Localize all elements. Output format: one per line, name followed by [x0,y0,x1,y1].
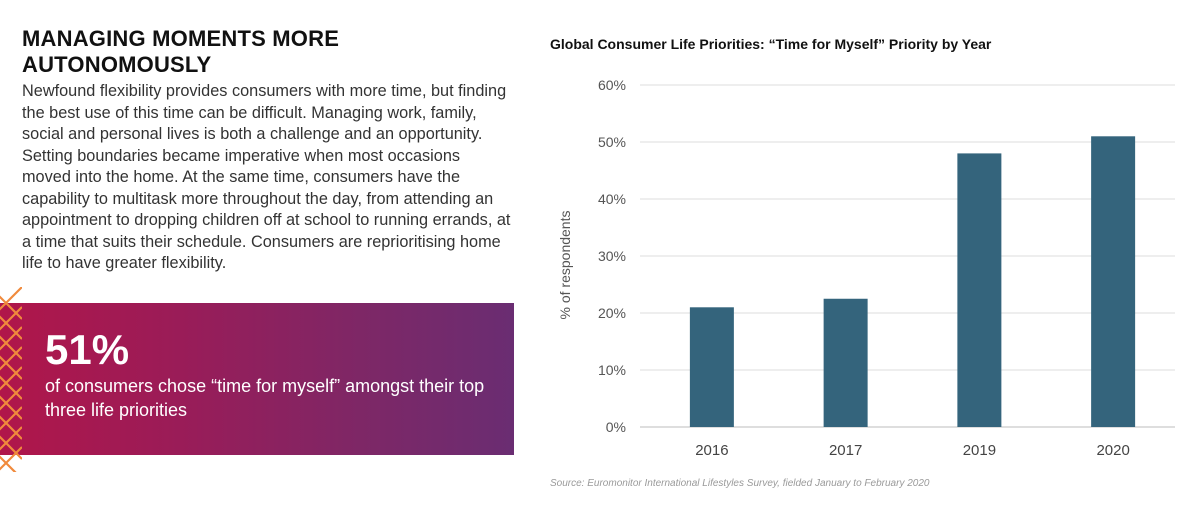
article-heading: MANAGING MOMENTS MORE AUTONOMOUSLY [22,26,340,77]
x-tick-label: 2019 [963,442,996,459]
y-tick-label: 50% [598,134,626,150]
x-axis-ticks: 2016 2017 2019 2020 [695,442,1130,459]
x-tick-label: 2017 [829,442,862,459]
bar-2017 [823,298,868,427]
x-tick-label: 2016 [695,442,728,459]
bar-2019 [957,153,1002,427]
bar-chart: 0% 10% 20% 30% 40% 50% 60% 2016 2017 2019 2020 % … [557,77,1175,459]
chart-source: Source: Euromonitor International Lifest… [550,478,930,489]
y-tick-label: 0% [606,419,626,435]
stat-banner [0,303,514,455]
chart-title: Global Consumer Life Priorities: “Time f… [550,36,992,52]
y-tick-label: 10% [598,362,626,378]
y-axis-ticks: 0% 10% 20% 30% 40% 50% 60% [598,77,626,435]
bar-2016 [689,307,734,427]
y-tick-label: 60% [598,77,626,93]
y-tick-label: 30% [598,248,626,264]
article-panel: MANAGING MOMENTS MORE AUTONOMOUSLY Newfo… [0,0,530,517]
y-tick-label: 20% [598,305,626,321]
x-tick-label: 2020 [1096,442,1129,459]
y-tick-label: 40% [598,191,626,207]
lattice-decoration-icon [0,287,22,472]
bar-2020 [1091,136,1136,428]
y-axis-label: % of respondents [557,211,573,320]
bars [689,136,1136,428]
stat-caption: of consumers chose “time for myself” amo… [45,376,485,420]
stat-value: 51% [45,326,130,373]
article-body: Newfound flexibility provides consumers … [22,82,511,272]
